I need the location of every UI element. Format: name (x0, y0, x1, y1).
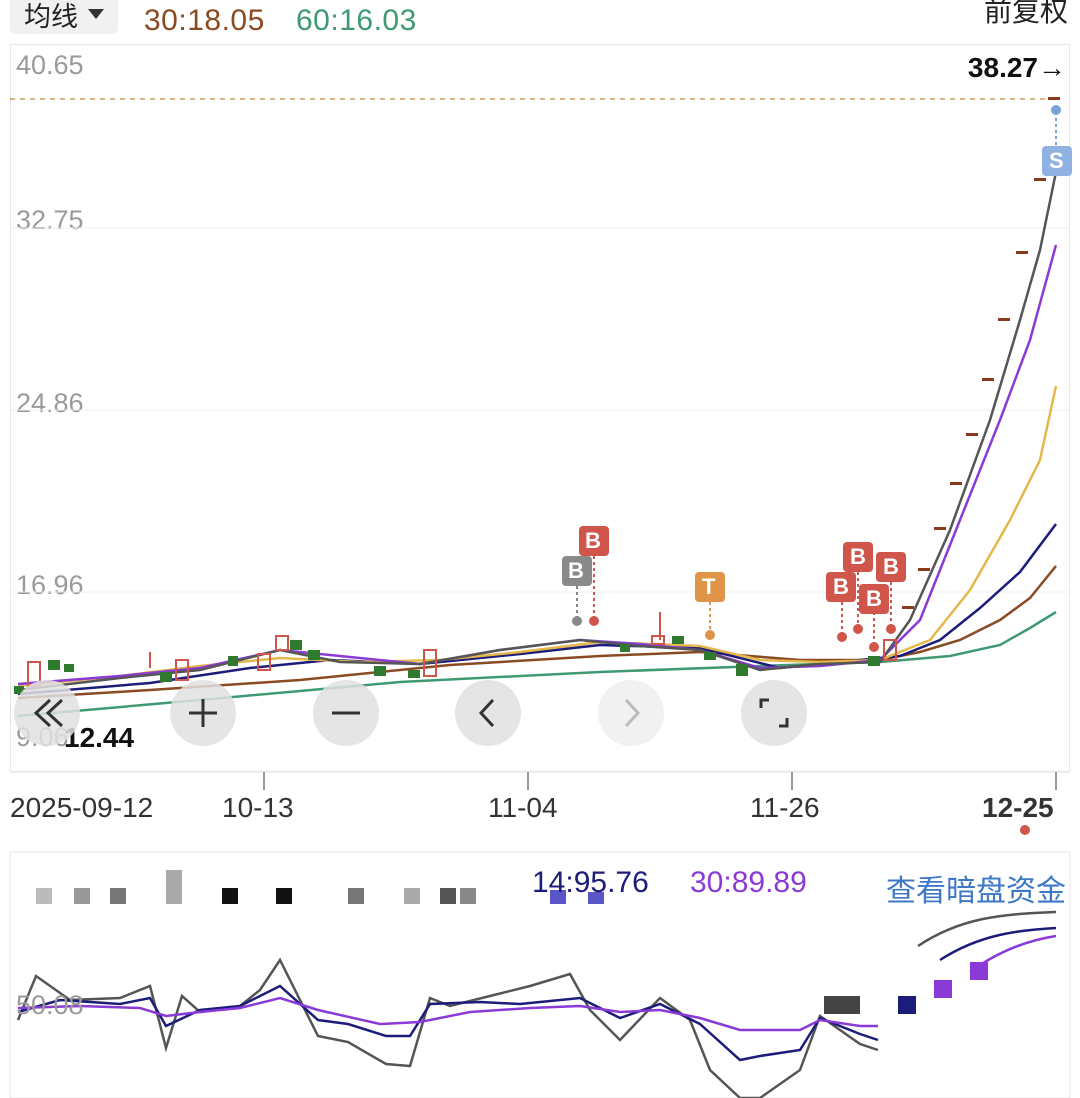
signal-b-red: B (585, 528, 601, 553)
view-dark-pool-link[interactable]: 查看暗盘资金 (886, 875, 1066, 908)
ma-line-10 (17, 385, 1058, 688)
indicator-blocks (36, 870, 988, 1014)
ma-line-20 (17, 523, 1057, 696)
x-label-5: 12-25 (982, 792, 1054, 823)
y-tick-top: 40.65 (16, 50, 84, 80)
minus-icon (332, 711, 360, 715)
chevron-down-icon (88, 9, 104, 19)
double-chevron-left-icon (33, 698, 64, 728)
ma30-value: 30:18.05 (144, 4, 265, 37)
signal-b-1: B (833, 574, 849, 599)
ma-selector-label: 均线 (24, 1, 78, 32)
y-tick-3: 24.86 (16, 388, 84, 418)
signal-b-2: B (850, 544, 866, 569)
chevron-left-icon (478, 698, 495, 728)
indicator-value-14: 14:95.76 (532, 866, 649, 899)
indicator-curve-navy (939, 926, 1057, 962)
grid-lines (10, 227, 1070, 593)
signal-markers (562, 105, 1072, 652)
indicator-curve-gray (917, 910, 1057, 948)
indicator-value-30: 30:89.89 (690, 866, 807, 899)
chevron-right-icon (624, 698, 641, 728)
x-axis-ticks (10, 771, 1070, 790)
sub-chart-frame (9, 851, 1071, 1098)
plus-icon (189, 699, 217, 727)
y-tick-4: 16.96 (16, 570, 84, 600)
ma-line-30 (17, 565, 1057, 700)
ma60-value: 60:16.03 (296, 4, 417, 37)
chart-header: 均线 30:18.05 60:16.03 前复权 (0, 0, 1080, 44)
zoom-out-button[interactable] (313, 680, 379, 746)
sub-y-tick: 50.08 (16, 990, 84, 1020)
x-label-1: 2025-09-12 (10, 792, 154, 823)
today-dot (1020, 825, 1030, 835)
signal-b-gray: B (568, 558, 584, 583)
scroll-left-button[interactable] (455, 680, 521, 746)
x-label-2: 10-13 (222, 792, 294, 823)
last-price-label: 38.27→ (967, 52, 1066, 83)
signal-t: T (702, 574, 716, 599)
x-label-3: 11-04 (488, 792, 558, 823)
indicator-line-gray (16, 957, 879, 1098)
adjust-mode-button[interactable]: 前复权 (983, 0, 1068, 27)
fullscreen-icon (759, 698, 789, 728)
ma-line-5 (17, 244, 1058, 686)
indicator-line-purple (17, 996, 878, 1032)
indicator-line-navy (17, 984, 879, 1062)
signal-s: S (1049, 148, 1064, 173)
ma-line-3 (17, 171, 1058, 692)
zoom-in-button[interactable] (170, 680, 236, 746)
signal-b-3: B (866, 586, 882, 611)
scroll-right-button[interactable] (598, 680, 664, 746)
signal-b-4: B (883, 554, 899, 579)
x-label-4: 11-26 (750, 792, 820, 823)
limit-up-bars (902, 97, 1060, 609)
ma-selector[interactable]: 均线 (10, 0, 118, 34)
fullscreen-button[interactable] (741, 680, 807, 746)
candlesticks (14, 97, 1060, 694)
rewind-button[interactable] (14, 680, 80, 746)
y-tick-2: 32.75 (16, 205, 84, 235)
